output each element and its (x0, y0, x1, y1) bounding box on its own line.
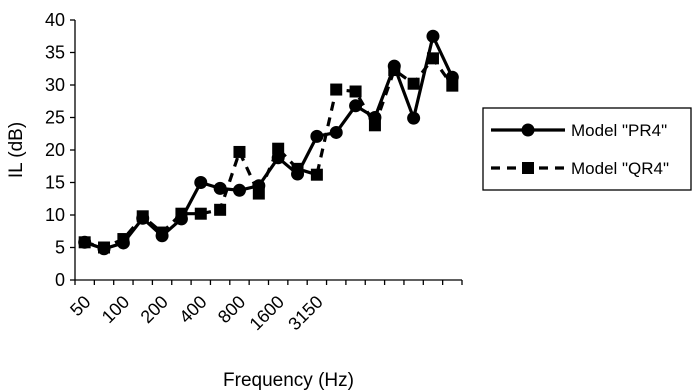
y-tick-label: 30 (45, 75, 65, 95)
data-point (252, 187, 265, 200)
y-tick-label: 10 (45, 205, 65, 225)
data-point (310, 168, 323, 181)
legend-marker (521, 123, 535, 137)
x-axis-label: Frequency (Hz) (223, 370, 354, 391)
data-point (329, 125, 343, 139)
x-tick-label: 100 (98, 292, 133, 327)
y-axis-label: IL (dB) (6, 122, 27, 178)
data-point (233, 145, 246, 158)
x-tick-label: 50 (66, 292, 94, 320)
data-point (407, 111, 421, 125)
series-2 (78, 52, 459, 254)
plot-area (78, 29, 459, 256)
data-point (98, 241, 111, 254)
x-tick-label: 200 (137, 292, 172, 327)
data-point (349, 85, 362, 98)
data-point (349, 99, 363, 113)
legend-item: Model "PR4" (491, 121, 667, 140)
data-point (368, 119, 381, 132)
data-point (78, 236, 91, 249)
data-point (194, 207, 207, 220)
data-point (310, 129, 324, 143)
data-point (388, 64, 401, 77)
data-point (330, 83, 343, 96)
data-point (446, 79, 459, 92)
data-point (214, 203, 227, 216)
x-tick-label: 800 (214, 292, 249, 327)
data-point (156, 226, 169, 239)
data-point (426, 52, 439, 65)
axes (70, 19, 463, 285)
data-point (213, 181, 227, 195)
legend-box (482, 107, 692, 191)
data-point (426, 29, 440, 43)
legend-item: Model "QR4" (491, 159, 669, 178)
y-tick-label: 35 (45, 43, 65, 63)
data-point (291, 162, 304, 175)
x-tick-label: 3150 (284, 292, 326, 334)
series-1 (78, 29, 459, 256)
y-tick-label: 5 (55, 238, 65, 258)
y-tick-label: 0 (55, 270, 65, 290)
legend-marker (522, 162, 534, 174)
data-point (232, 183, 246, 197)
y-tick-label: 40 (45, 10, 65, 30)
y-tick-label: 20 (45, 140, 65, 160)
data-point (117, 233, 130, 246)
y-tick-label: 15 (45, 173, 65, 193)
data-point (407, 77, 420, 90)
x-tick-label: 400 (175, 292, 210, 327)
data-point (194, 176, 208, 189)
legend-label: Model "PR4" (571, 121, 667, 140)
data-point (272, 142, 285, 155)
series-line (84, 56, 454, 250)
data-point (136, 210, 149, 223)
data-point (175, 207, 188, 220)
legend: Model "PR4" Model "QR4" (482, 107, 692, 191)
x-tick-label: 1600 (246, 292, 288, 334)
legend-label: Model "QR4" (571, 159, 669, 178)
y-tick-label: 25 (45, 108, 65, 128)
